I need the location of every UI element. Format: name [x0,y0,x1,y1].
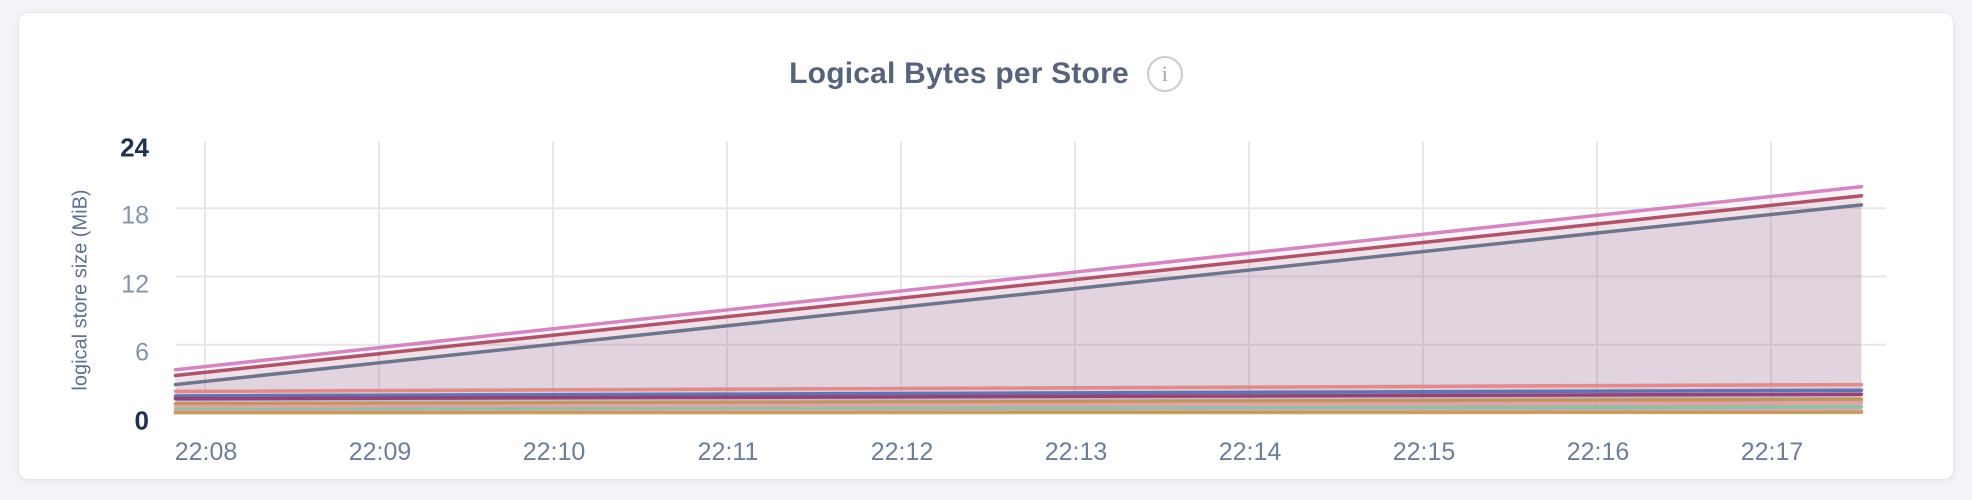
y-tick-label: 6 [135,338,149,367]
chart-title: Logical Bytes per Store [789,57,1129,90]
y-tick-label: 0 [134,405,149,436]
x-tick-label: 22:16 [1566,438,1630,466]
x-tick-label: 22:13 [1044,438,1108,466]
y-tick-label: 18 [121,201,149,230]
y-tick-label: 24 [120,132,149,163]
x-tick-label: 22:08 [174,438,238,466]
x-tick-label: 22:10 [522,438,586,466]
x-tick-label: 22:14 [1218,438,1282,466]
plot-hover-area[interactable] [176,141,1886,413]
info-icon[interactable]: i [1146,56,1183,92]
chart-header: Logical Bytes per Store i [19,51,1953,97]
y-tick-label: 12 [121,270,149,298]
x-tick-label: 22:17 [1740,438,1804,466]
x-tick-label: 22:11 [697,438,759,466]
x-tick-label: 22:12 [870,438,934,466]
x-tick-label: 22:09 [348,438,412,466]
x-tick-label: 22:15 [1392,438,1456,466]
